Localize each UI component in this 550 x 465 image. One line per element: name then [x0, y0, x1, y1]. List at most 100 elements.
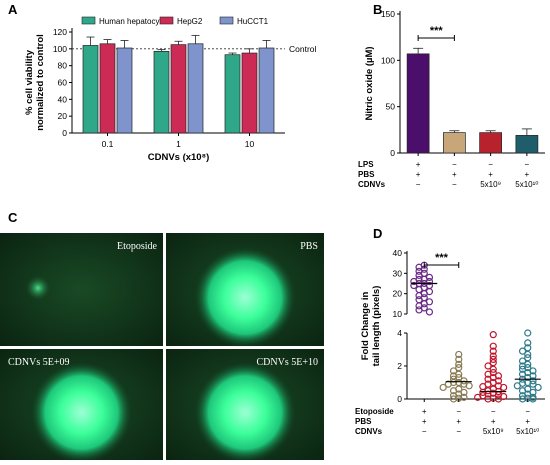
panel-letter-c: C [8, 210, 18, 225]
a-bar [116, 47, 133, 134]
d-y-tick-label: 40 [393, 248, 403, 258]
d-condition-value: − [456, 427, 461, 436]
a-legend-label: HuCCT1 [237, 17, 269, 26]
a-legend-label: HepG2 [177, 17, 203, 26]
a-y-tick-label: 60 [58, 78, 68, 88]
b-significance: *** [430, 25, 444, 37]
d-data-point [518, 365, 527, 373]
comet-head-glow [193, 245, 297, 350]
d-data-point [465, 382, 473, 390]
d-data-point [415, 296, 423, 304]
b-condition-value: 5x10¹⁰ [515, 180, 538, 189]
a-bar [224, 54, 241, 134]
comet-head-glow [24, 274, 52, 302]
d-data-point [524, 354, 532, 362]
d-data-point [460, 393, 468, 401]
a-y-axis-title-group: % cell viabilitynormalized to control [24, 34, 46, 131]
micrograph-4: CDNVs 5E+10 [166, 349, 324, 465]
d-data-point [484, 395, 492, 403]
d-data-point [518, 387, 527, 395]
d-data-point [489, 365, 497, 373]
d-condition-value: + [422, 407, 427, 416]
d-y-tick-label: 2 [397, 361, 402, 371]
d-data-point [534, 383, 542, 392]
a-y-tick-label: 20 [58, 111, 68, 121]
d-data-point [449, 387, 458, 395]
b-condition-value: + [416, 170, 421, 179]
d-data-point [455, 360, 463, 368]
a-x-tick-label: 10 [245, 139, 255, 149]
d-condition-value: − [422, 427, 427, 436]
b-condition-label: LPS [358, 160, 374, 169]
d-condition-label: CDNVs [355, 427, 383, 436]
d-condition-value: − [456, 407, 461, 416]
b-bar [515, 135, 539, 154]
a-y-axis-title: % cell viabilitynormalized to control [24, 34, 46, 131]
d-condition-value: − [491, 407, 496, 416]
a-bar [241, 52, 258, 134]
d-data-point [524, 329, 532, 337]
b-condition-value: − [416, 180, 421, 189]
a-x-tick-label: 0.1 [102, 139, 114, 149]
d-data-point [415, 306, 423, 314]
d-y-tick-label: 0 [397, 394, 402, 404]
d-y-tick-label: 10 [393, 309, 403, 319]
panel-letter-a: A [8, 2, 18, 17]
d-data-point [489, 347, 497, 355]
comet-head-glow [29, 360, 134, 465]
d-data-point [489, 331, 497, 339]
panel-a-chart: 0 20 40 60 80 100 120 Control 0.1 1 10 Human hepato… [24, 16, 317, 163]
a-y-tick-label: 0 [62, 128, 67, 138]
d-y-axis-title: Fold Change intail length (pixels) [360, 286, 382, 367]
micrograph-label: Etoposide [117, 241, 158, 252]
d-data-point [518, 347, 527, 355]
d-condition-label: Etoposide [355, 407, 394, 416]
b-condition-value: + [488, 170, 493, 179]
d-y-axis-title-group: Fold Change intail length (pixels) [360, 286, 382, 367]
b-y-tick-label: 150 [381, 9, 395, 19]
d-data-point [455, 355, 463, 363]
d-data-point [484, 370, 492, 378]
a-legend-swatch [81, 16, 96, 25]
d-data-point [500, 383, 508, 392]
a-bar [170, 44, 187, 134]
b-condition-label: CDNVs [358, 180, 386, 189]
d-data-point [484, 375, 492, 383]
b-condition-value: + [452, 170, 457, 179]
panel-letter-b: B [373, 2, 382, 17]
d-data-point [410, 281, 418, 290]
b-condition-label: PBS [358, 170, 375, 179]
b-condition-value: − [452, 160, 457, 169]
d-data-point [489, 352, 497, 360]
a-bar [153, 51, 170, 134]
b-condition-value: − [525, 160, 530, 169]
micrograph-label: CDNVs 5E+10 [257, 357, 318, 368]
d-condition-value: + [491, 417, 496, 426]
d-data-point [415, 286, 423, 294]
d-condition-value: 5x10⁹ [483, 427, 504, 436]
a-bar [99, 43, 116, 134]
b-condition-value: + [525, 170, 530, 179]
d-y-tick-label: 4 [397, 328, 402, 338]
a-x-tick-label: 1 [176, 139, 181, 149]
micrograph-label: CDNVs 5E+09 [8, 357, 69, 368]
d-condition-label: PBS [355, 417, 372, 426]
b-condition-value: − [488, 160, 493, 169]
d-condition-value: + [422, 417, 427, 426]
a-bar [258, 47, 275, 134]
b-condition-value: 5x10⁹ [480, 180, 501, 189]
d-data-point [524, 339, 532, 347]
a-control-label: Control [289, 44, 317, 54]
b-condition-value: − [452, 180, 457, 189]
a-bar [82, 45, 99, 134]
b-bar [406, 53, 430, 154]
d-y-tick-label: 30 [393, 268, 403, 278]
d-data-point [518, 395, 527, 403]
d-data-point [489, 342, 497, 350]
comet-head-glow [193, 360, 297, 465]
a-bar [187, 43, 204, 134]
d-data-point [529, 380, 537, 388]
d-y-tick-label: 20 [393, 289, 403, 299]
b-bar [443, 132, 466, 154]
d-data-point [484, 362, 492, 370]
